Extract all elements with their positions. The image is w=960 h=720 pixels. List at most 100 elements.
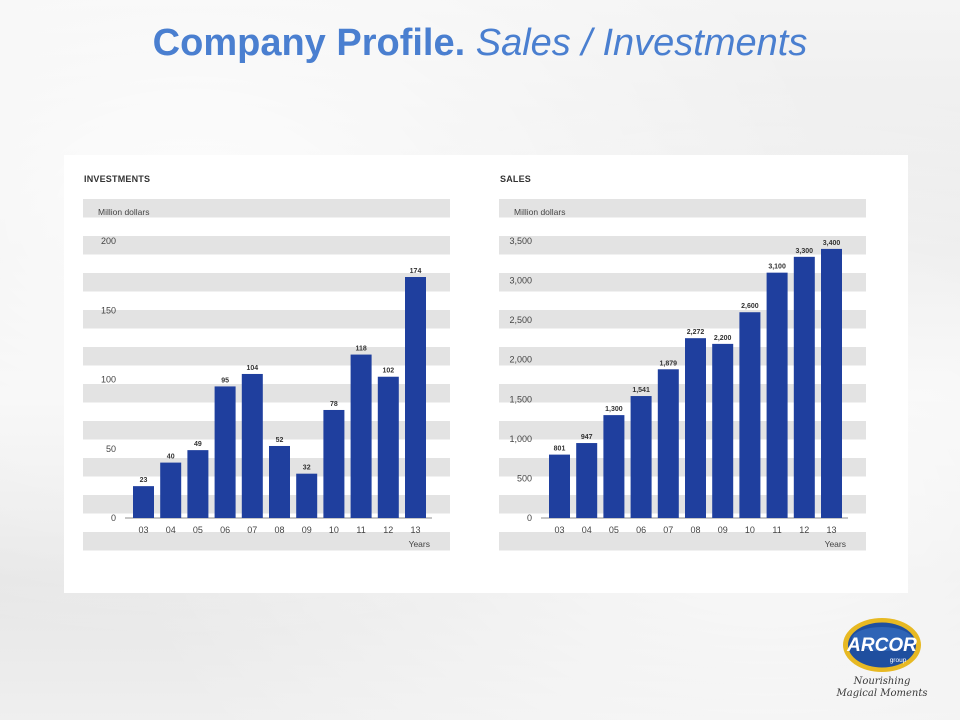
x-tick-label: 11 bbox=[772, 525, 781, 535]
bar bbox=[160, 462, 182, 518]
x-tick-label: 03 bbox=[138, 525, 148, 535]
bar-value-label: 118 bbox=[355, 346, 366, 353]
grid-band bbox=[499, 199, 866, 218]
bar-value-label: 40 bbox=[167, 454, 175, 461]
x-tick-label: 13 bbox=[826, 525, 836, 535]
x-tick-label: 08 bbox=[274, 525, 284, 535]
x-tick-label: 13 bbox=[410, 525, 420, 535]
bar-value-label: 2,272 bbox=[687, 329, 705, 336]
investments-chart-title: INVESTMENTS bbox=[84, 174, 151, 184]
bar-value-label: 32 bbox=[303, 465, 311, 472]
x-tick-label: 04 bbox=[582, 525, 592, 535]
x-axis-label: Years bbox=[409, 539, 430, 549]
bar-value-label: 3,300 bbox=[796, 248, 814, 255]
grid-band bbox=[83, 199, 450, 218]
grid-band bbox=[83, 236, 450, 255]
bar-value-label: 49 bbox=[194, 441, 202, 448]
bar bbox=[821, 248, 842, 518]
page-title-sub: Sales / Investments bbox=[475, 22, 808, 64]
bar-value-label: 3,400 bbox=[823, 240, 841, 247]
bar bbox=[296, 473, 318, 518]
bar-value-label: 95 bbox=[221, 377, 229, 384]
y-tick-label: 200 bbox=[101, 236, 116, 246]
y-tick-label: 500 bbox=[517, 473, 532, 483]
bar bbox=[685, 338, 706, 518]
bar bbox=[214, 386, 236, 518]
x-tick-label: 05 bbox=[609, 525, 619, 535]
x-tick-label: 04 bbox=[166, 525, 176, 535]
bar-value-label: 947 bbox=[581, 434, 593, 441]
tagline-line-2: Magical Moments bbox=[836, 688, 928, 699]
x-tick-label: 06 bbox=[636, 525, 646, 535]
logo-sub-text: group bbox=[890, 657, 907, 664]
y-tick-label: 3,500 bbox=[509, 236, 532, 246]
x-tick-label: 06 bbox=[220, 525, 230, 535]
charts-panel: Million dollars 0 50 100 150 200 23 03 40 04 49 05 9… bbox=[64, 155, 908, 593]
arcor-logo: ARCOR group bbox=[832, 615, 932, 705]
y-tick-label: 1,500 bbox=[509, 394, 532, 404]
bar bbox=[630, 396, 652, 518]
grid-band bbox=[83, 347, 450, 366]
bar bbox=[766, 272, 788, 518]
bar-value-label: 23 bbox=[140, 477, 148, 484]
grid-band bbox=[83, 310, 450, 329]
bar bbox=[350, 354, 372, 518]
grid-band bbox=[83, 273, 450, 292]
x-tick-label: 08 bbox=[690, 525, 700, 535]
y-axis-label: Million dollars bbox=[98, 207, 150, 217]
x-tick-label: 07 bbox=[247, 525, 257, 535]
y-tick-label: 0 bbox=[527, 513, 532, 523]
bar bbox=[241, 373, 263, 518]
bar-value-label: 104 bbox=[246, 365, 258, 372]
bar bbox=[133, 486, 154, 518]
x-tick-label: 11 bbox=[356, 525, 365, 535]
grid-band bbox=[83, 532, 450, 551]
logo-brand-text: ARCOR bbox=[846, 635, 917, 656]
tagline-line-1: Nourishing bbox=[853, 676, 911, 687]
bar bbox=[549, 454, 570, 518]
grid-band bbox=[499, 236, 866, 255]
bar bbox=[576, 443, 598, 518]
x-tick-label: 03 bbox=[554, 525, 564, 535]
x-tick-label: 12 bbox=[799, 525, 809, 535]
y-axis-label: Million dollars bbox=[514, 207, 566, 217]
y-tick-label: 3,000 bbox=[509, 276, 532, 286]
y-tick-label: 2,500 bbox=[509, 315, 532, 325]
x-tick-label: 09 bbox=[718, 525, 728, 535]
bar bbox=[377, 376, 399, 518]
x-tick-label: 10 bbox=[329, 525, 339, 535]
investments-chart: Million dollars 0 50 100 150 200 23 03 40 04 49 05 9… bbox=[80, 155, 460, 575]
y-tick-label: 1,000 bbox=[509, 434, 532, 444]
sales-chart-svg: Million dollars 0 500 1,000 1,500 2,000 2,500 3… bbox=[499, 199, 866, 551]
bar-value-label: 52 bbox=[276, 437, 284, 444]
bar bbox=[603, 415, 625, 518]
bar bbox=[793, 256, 815, 518]
y-tick-label: 100 bbox=[101, 375, 116, 385]
x-tick-label: 10 bbox=[745, 525, 755, 535]
y-tick-label: 150 bbox=[101, 305, 116, 315]
bar-value-label: 801 bbox=[554, 446, 566, 453]
bar bbox=[405, 277, 426, 518]
bar bbox=[712, 343, 734, 518]
bar-value-label: 3,100 bbox=[768, 264, 786, 271]
bar-value-label: 2,200 bbox=[714, 335, 732, 342]
bar-value-label: 2,600 bbox=[741, 303, 759, 310]
y-tick-label: 0 bbox=[111, 513, 116, 523]
sales-chart: Million dollars 0 500 1,000 1,500 2,000 2,500 3… bbox=[496, 155, 876, 575]
x-axis-label: Years bbox=[825, 539, 846, 549]
bar-value-label: 1,300 bbox=[605, 406, 623, 413]
arcor-logo-emblem: ARCOR group bbox=[843, 618, 921, 672]
bar-value-label: 78 bbox=[330, 401, 338, 408]
sales-chart-title: SALES bbox=[500, 174, 532, 184]
bar bbox=[323, 409, 345, 518]
page-title: Company Profile. Sales / Investments bbox=[0, 22, 960, 65]
bar-value-label: 1,541 bbox=[632, 387, 650, 394]
bar bbox=[187, 450, 209, 518]
bar-value-label: 1,879 bbox=[660, 360, 678, 367]
bar bbox=[739, 312, 761, 518]
x-tick-label: 09 bbox=[302, 525, 312, 535]
page-title-main: Company Profile. bbox=[152, 22, 466, 64]
y-tick-label: 2,000 bbox=[509, 355, 532, 365]
bar bbox=[269, 445, 290, 518]
x-tick-label: 05 bbox=[193, 525, 203, 535]
